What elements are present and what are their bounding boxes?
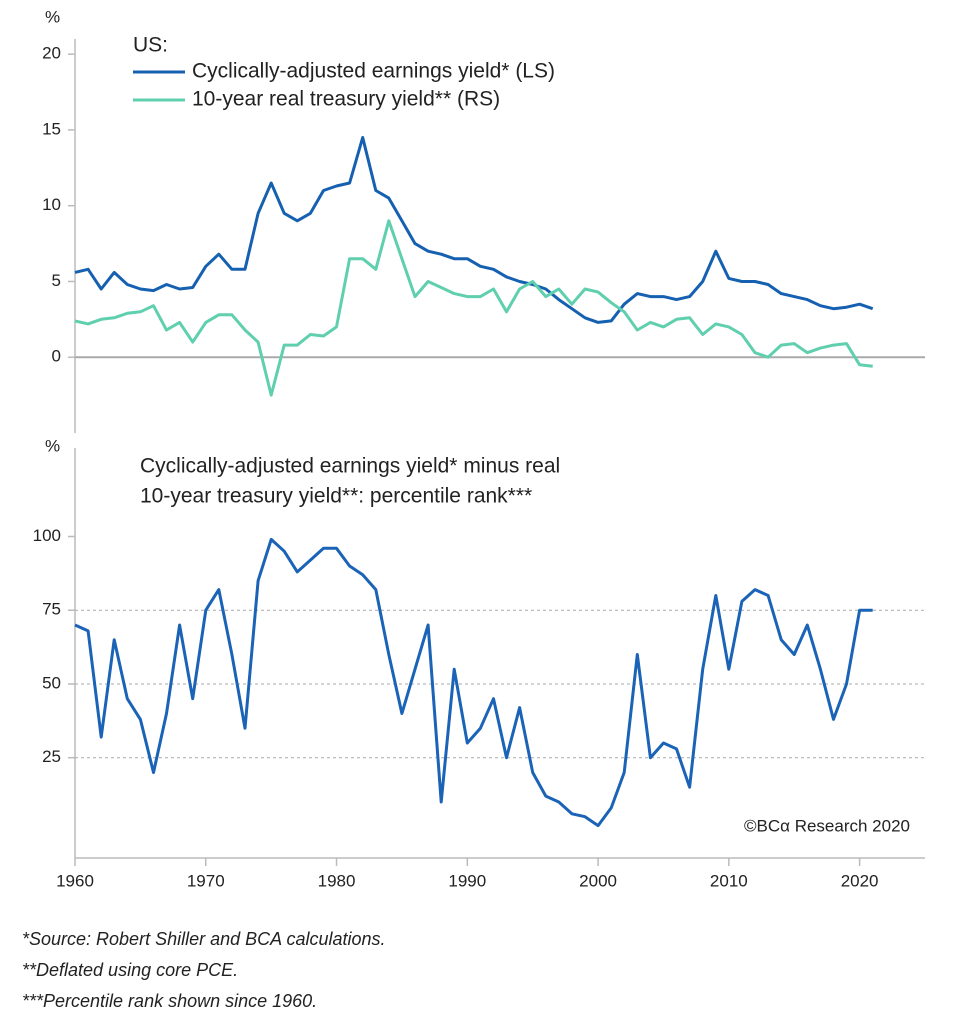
footnote: *Source: Robert Shiller and BCA calculat… bbox=[22, 929, 386, 949]
y-tick-label: 75 bbox=[42, 600, 61, 619]
x-tick-label: 2020 bbox=[841, 871, 879, 890]
series-line bbox=[74, 537, 873, 828]
y-tick-label: 5 bbox=[52, 271, 61, 290]
annotation: ©BCα Research 2020 bbox=[744, 816, 910, 835]
y-tick-label: 0 bbox=[52, 347, 61, 366]
y-tick-label: 20 bbox=[42, 44, 61, 63]
x-tick-label: 2000 bbox=[579, 871, 617, 890]
x-tick-label: 2010 bbox=[710, 871, 748, 890]
y-tick-label: 25 bbox=[42, 747, 61, 766]
x-tick-label: 1960 bbox=[56, 871, 94, 890]
legend-label: Cyclically-adjusted earnings yield* (LS) bbox=[192, 60, 555, 83]
chart-title: Cyclically-adjusted earnings yield* minu… bbox=[140, 455, 560, 478]
y-tick-label: 15 bbox=[42, 119, 61, 138]
series-line bbox=[74, 219, 873, 397]
x-tick-label: 1990 bbox=[448, 871, 486, 890]
x-tick-label: 1970 bbox=[187, 871, 225, 890]
x-tick-label: 1980 bbox=[318, 871, 356, 890]
y-tick-label: 10 bbox=[42, 195, 61, 214]
legend-label: 10-year real treasury yield** (RS) bbox=[192, 88, 500, 111]
y-tick-label: 50 bbox=[42, 673, 61, 692]
y-tick-label: 100 bbox=[33, 526, 61, 545]
footnote: **Deflated using core PCE. bbox=[22, 960, 238, 980]
y-axis-label: % bbox=[45, 7, 60, 26]
y-axis-label: % bbox=[45, 436, 60, 455]
series-line bbox=[74, 136, 874, 324]
chart-title: 10-year treasury yield**: percentile ran… bbox=[140, 485, 532, 508]
legend-title: US: bbox=[133, 34, 168, 57]
footnote: ***Percentile rank shown since 1960. bbox=[22, 991, 317, 1011]
